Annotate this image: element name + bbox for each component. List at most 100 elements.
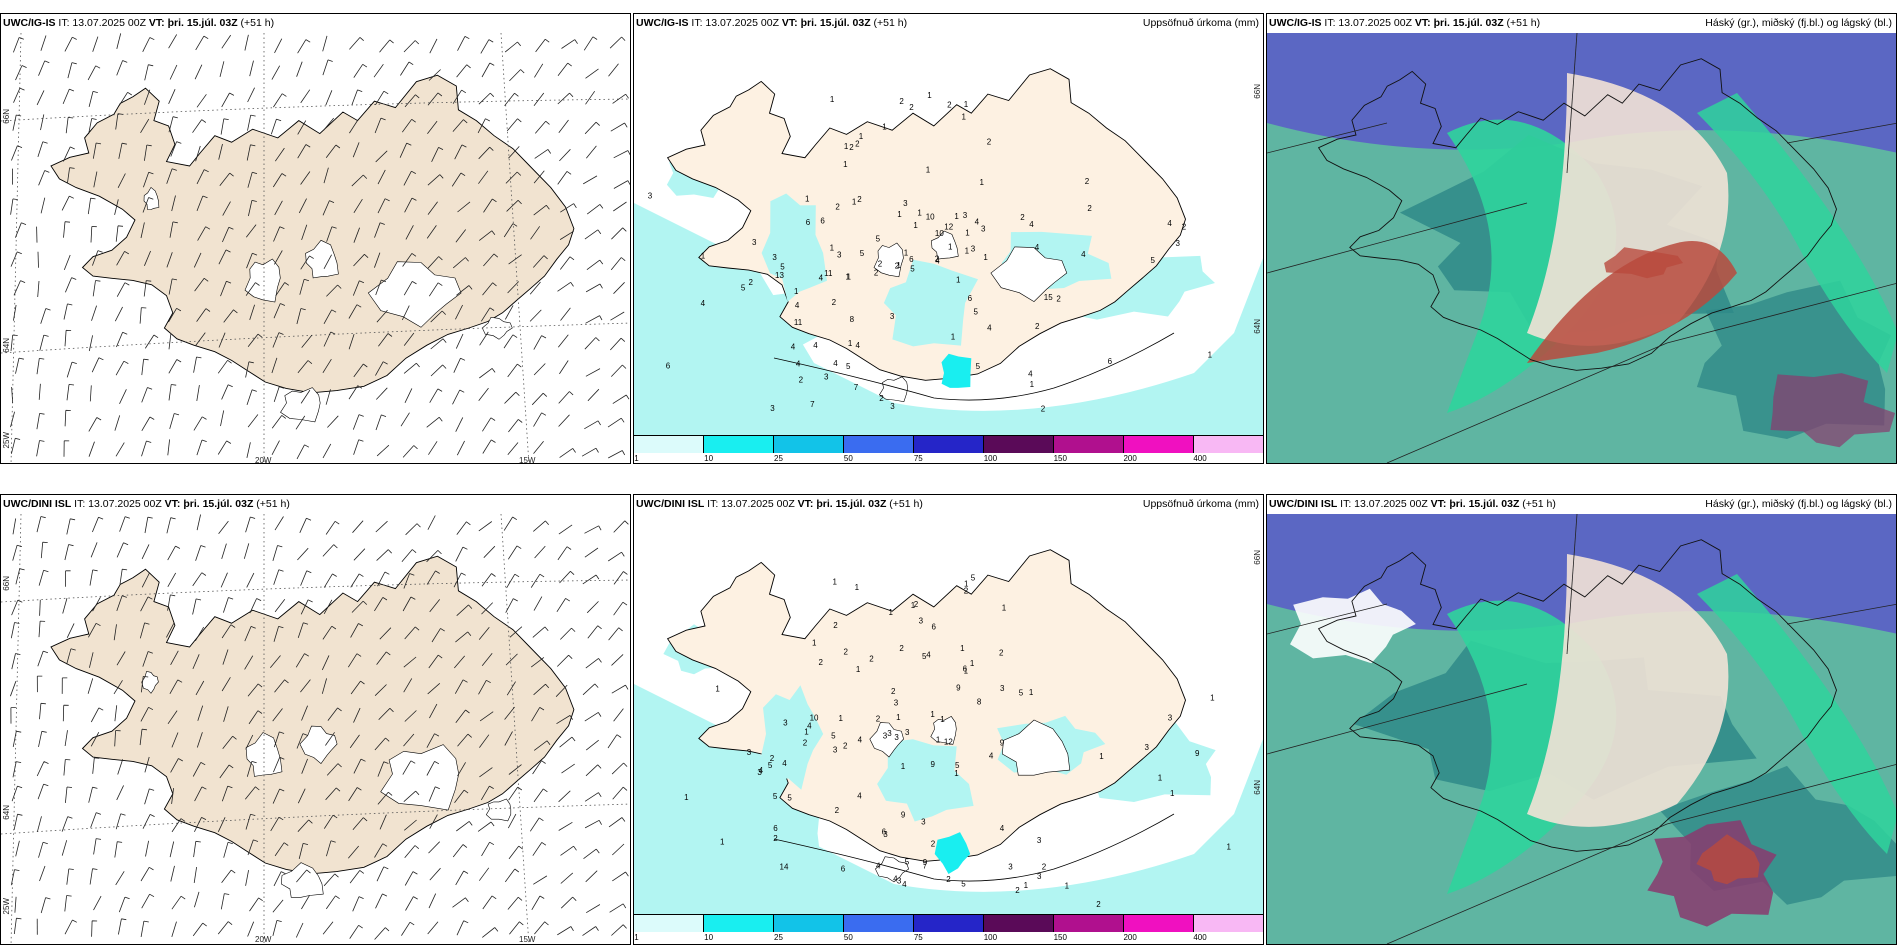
valid-time: VT: þri. 15.júl. 03Z — [781, 17, 871, 29]
wind-barb — [119, 516, 130, 532]
wind-barb — [352, 520, 364, 533]
wind-barb — [531, 707, 545, 722]
wind-barb — [144, 250, 151, 266]
wind-barb — [10, 707, 16, 724]
precip-value-label: 6 — [820, 217, 825, 226]
wind-barb — [456, 285, 473, 296]
precip-value-label: 3 — [887, 729, 892, 738]
wind-barb — [327, 707, 342, 721]
precip-value-label: 1 — [839, 714, 844, 723]
wind-barb — [116, 785, 124, 801]
cloud-layers — [1267, 33, 1896, 448]
wind-barb — [194, 786, 207, 802]
wind-barb — [374, 222, 385, 238]
precip-value-label: 4 — [893, 875, 898, 884]
wind-barb — [295, 922, 304, 938]
wind-barb — [116, 651, 126, 666]
precip-value-label: 3 — [837, 250, 842, 259]
precip-value-label: 4 — [791, 343, 796, 352]
wind-barb — [582, 574, 600, 585]
wind-barb — [195, 332, 206, 346]
wind-barb — [352, 142, 360, 158]
wind-barb — [375, 893, 388, 909]
wind-barb — [457, 36, 470, 51]
wind-barb — [13, 813, 23, 830]
wind-barb — [171, 921, 177, 938]
wind-barb — [353, 758, 366, 774]
wind-barb — [326, 284, 342, 297]
wind-barb — [296, 869, 311, 883]
precip-value-label: 4 — [759, 766, 764, 775]
wind-barb — [353, 63, 368, 78]
wind-barb — [479, 368, 496, 379]
wind-barb — [508, 845, 523, 860]
cloud-panel-top: UWC/IG-IS IT: 13.07.2025 00Z VT: þri. 15… — [1266, 13, 1897, 464]
wind-barb — [170, 141, 182, 157]
wind-barb — [196, 94, 207, 108]
precip-value-label: 5 — [974, 308, 979, 317]
precip-value-label: 1 — [962, 113, 967, 122]
precip-value-label: 2 — [999, 648, 1004, 657]
wind-barb — [455, 631, 472, 643]
wind-barb — [13, 280, 26, 296]
wind-barb — [296, 308, 306, 325]
precip-value-label: 2 — [1056, 295, 1061, 304]
lon-label: 20W — [255, 935, 272, 944]
wind-barb — [63, 146, 75, 162]
wind-barb — [323, 814, 338, 829]
wind-barb — [40, 35, 47, 51]
wind-barb — [217, 921, 233, 935]
precip-value-label: 1 — [960, 644, 965, 653]
precip-value-label: 8 — [977, 698, 982, 707]
lead-time: (+51 h) — [873, 17, 908, 29]
wind-barb — [349, 870, 365, 884]
precip-shading — [761, 193, 1112, 388]
wind-barb — [92, 757, 100, 774]
precip-value-label: 4 — [987, 324, 992, 333]
wind-barb — [429, 38, 438, 54]
precip-value-label: 3 — [919, 617, 924, 626]
model-name: UWC/DINI ISL — [636, 498, 705, 510]
wind-barb — [532, 760, 546, 775]
precip-value-label: 4 — [989, 752, 994, 761]
wind-barb — [529, 309, 542, 322]
precip-colorbar — [634, 914, 1263, 932]
wind-barb — [535, 38, 550, 53]
precip-value-label: 3 — [890, 312, 895, 321]
wind-barb — [87, 197, 96, 215]
wind-barb — [534, 545, 546, 559]
wind-barb — [65, 277, 77, 293]
precip-value-label: 2 — [895, 262, 900, 271]
precip-map: 2121112211119641212112211312229103543543… — [634, 514, 1263, 925]
wind-barb — [118, 918, 127, 935]
wind-barb — [560, 203, 577, 213]
wind-barb — [273, 386, 285, 403]
wind-barb — [533, 683, 550, 696]
wind-barb — [11, 785, 23, 802]
precip-value-label: 2 — [803, 739, 808, 748]
wind-barb — [168, 34, 178, 49]
wind-barb — [272, 708, 283, 722]
precip-value-label: 1 — [917, 209, 922, 218]
wind-barb — [244, 786, 260, 800]
wind-barb — [323, 117, 335, 131]
wind-barb — [91, 357, 104, 373]
wind-barb — [483, 545, 496, 558]
wind-barb — [13, 304, 17, 321]
wind-barb — [325, 732, 335, 746]
precip-value-label: 2 — [1041, 405, 1046, 414]
wind-barb — [404, 626, 420, 640]
precip-value-label: 14 — [780, 862, 789, 871]
wind-barb — [222, 735, 237, 749]
wind-barb — [274, 147, 285, 162]
precip-value-label: 2 — [874, 269, 879, 278]
wind-barb — [534, 63, 544, 78]
wind-barb — [403, 170, 416, 186]
wind-barb — [504, 706, 515, 720]
wind-barb — [533, 440, 544, 454]
colorbar-tick-label: 1 — [634, 454, 639, 463]
wind-barb — [379, 627, 392, 640]
lat-label: 64N — [2, 338, 11, 353]
wind-barb — [63, 303, 73, 320]
wind-barb — [531, 895, 545, 911]
